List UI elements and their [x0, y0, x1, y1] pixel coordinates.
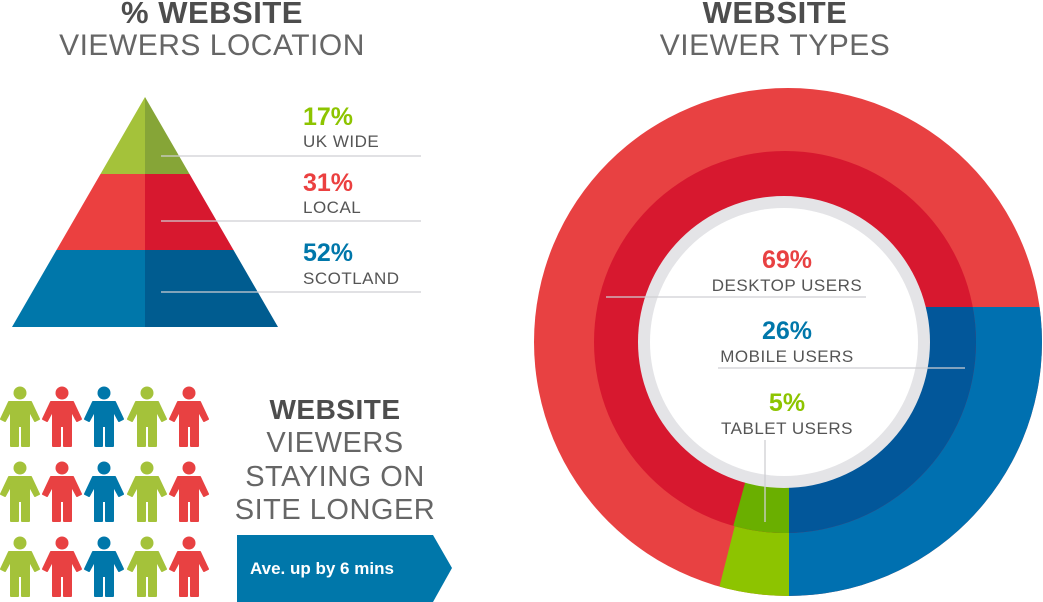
- uk-wide-label: UK WIDE: [303, 132, 380, 151]
- person-body: [169, 401, 209, 447]
- tablet-percent: 5%: [768, 389, 806, 417]
- donut-center: [650, 208, 918, 476]
- person-head: [140, 461, 154, 475]
- types-title: WEBSITE: [702, 0, 848, 30]
- person-head: [97, 386, 111, 400]
- person-icon: [169, 386, 209, 447]
- person-head: [140, 386, 154, 400]
- pyramid-segment-uk-wide: [100, 97, 145, 174]
- person-head: [140, 536, 154, 550]
- person-head: [55, 461, 69, 475]
- person-icon: [42, 536, 82, 597]
- pyramid-chart: [12, 97, 421, 327]
- person-icon: [42, 461, 82, 522]
- longer-line-3: SITE LONGER: [234, 494, 436, 526]
- mobile-percent: 26%: [761, 317, 813, 345]
- location-title: % WEBSITE: [121, 0, 303, 30]
- person-body: [169, 551, 209, 597]
- person-icon: [84, 386, 124, 447]
- person-head: [182, 386, 196, 400]
- types-subtitle: VIEWER TYPES: [659, 29, 891, 62]
- person-icon: [0, 536, 40, 597]
- person-head: [182, 461, 196, 475]
- person-head: [55, 536, 69, 550]
- pyramid-segment-local: [56, 174, 145, 250]
- person-head: [97, 461, 111, 475]
- mobile-label: MOBILE USERS: [720, 347, 854, 366]
- person-icon: [0, 386, 40, 447]
- longer-title: WEBSITE: [269, 394, 401, 425]
- desktop-label: DESKTOP USERS: [711, 276, 863, 295]
- person-body: [42, 476, 82, 522]
- person-body: [127, 476, 167, 522]
- person-icon: [0, 461, 40, 522]
- person-icon: [127, 461, 167, 522]
- people-grid: [0, 386, 209, 597]
- desktop-percent: 69%: [761, 246, 813, 274]
- person-body: [84, 401, 124, 447]
- tablet-label: TABLET USERS: [721, 419, 853, 438]
- person-body: [84, 551, 124, 597]
- person-icon: [127, 386, 167, 447]
- callout-arrow: [237, 535, 452, 602]
- uk-wide-percent: 17%: [303, 103, 354, 131]
- person-body: [169, 476, 209, 522]
- person-head: [13, 386, 27, 400]
- person-icon: [84, 461, 124, 522]
- person-body: [42, 551, 82, 597]
- person-body: [0, 476, 40, 522]
- longer-line-2: STAYING ON: [245, 461, 425, 493]
- local-percent: 31%: [303, 169, 354, 197]
- person-icon: [127, 536, 167, 597]
- pyramid-segment-scotland-shade: [145, 250, 278, 327]
- scotland-label: SCOTLAND: [303, 269, 400, 288]
- person-head: [13, 536, 27, 550]
- person-body: [42, 401, 82, 447]
- person-icon: [169, 461, 209, 522]
- pyramid-segment-scotland: [12, 250, 145, 327]
- person-body: [84, 476, 124, 522]
- person-body: [127, 401, 167, 447]
- pyramid-segment-uk-wide-shade: [145, 97, 190, 174]
- longer-line-1: VIEWERS: [266, 427, 404, 459]
- location-subtitle: VIEWERS LOCATION: [59, 29, 365, 62]
- person-body: [0, 551, 40, 597]
- scotland-percent: 52%: [303, 239, 354, 267]
- person-icon: [169, 536, 209, 597]
- person-head: [97, 536, 111, 550]
- pyramid-segment-local-shade: [145, 174, 234, 250]
- person-body: [0, 401, 40, 447]
- person-icon: [84, 536, 124, 597]
- local-label: LOCAL: [303, 198, 362, 217]
- person-body: [127, 551, 167, 597]
- callout-text: Ave. up by 6 mins: [250, 559, 394, 578]
- person-icon: [42, 386, 82, 447]
- person-head: [55, 386, 69, 400]
- person-head: [13, 461, 27, 475]
- person-head: [182, 536, 196, 550]
